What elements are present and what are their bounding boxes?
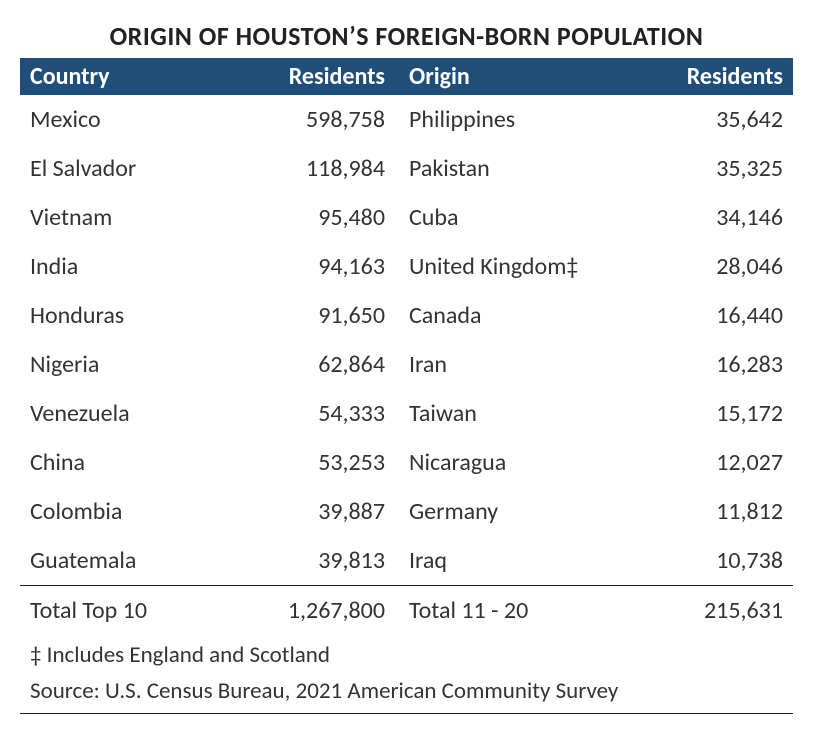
cell-residents-left: 53,253: [220, 444, 395, 481]
cell-country-left: Venezuela: [20, 395, 220, 432]
cell-country-right: Taiwan: [395, 395, 618, 432]
total-left-label: Total Top 10: [20, 592, 220, 629]
cell-country-right: United Kingdom‡: [395, 248, 618, 285]
cell-country-right: Iran: [395, 346, 618, 383]
cell-country-left: China: [20, 444, 220, 481]
header-origin-right: Origin: [395, 58, 618, 95]
footnote-text: ‡ Includes England and Scotland: [20, 635, 793, 671]
cell-residents-right: 16,283: [618, 346, 793, 383]
cell-residents-left: 39,887: [220, 493, 395, 530]
cell-residents-left: 94,163: [220, 248, 395, 285]
cell-country-right: Germany: [395, 493, 618, 530]
cell-country-right: Pakistan: [395, 150, 618, 187]
table-row: Mexico598,758Philippines35,642: [20, 95, 793, 144]
cell-residents-right: 35,642: [618, 101, 793, 138]
table-header-row: Country Residents Origin Residents: [20, 58, 793, 95]
cell-residents-right: 28,046: [618, 248, 793, 285]
totals-row: Total Top 10 1,267,800 Total 11 - 20 215…: [20, 585, 793, 635]
table-body: Mexico598,758Philippines35,642El Salvado…: [20, 95, 793, 585]
table-title: ORIGIN OF HOUSTON’S FOREIGN-BORN POPULAT…: [20, 20, 793, 52]
cell-residents-right: 12,027: [618, 444, 793, 481]
cell-residents-right: 16,440: [618, 297, 793, 334]
source-text: Source: U.S. Census Bureau, 2021 America…: [20, 671, 793, 707]
cell-country-right: Cuba: [395, 199, 618, 236]
cell-residents-right: 10,738: [618, 542, 793, 579]
table-row: Colombia39,887Germany11,812: [20, 487, 793, 536]
cell-residents-left: 95,480: [220, 199, 395, 236]
table-row: Nigeria62,864Iran16,283: [20, 340, 793, 389]
table-container: ORIGIN OF HOUSTON’S FOREIGN-BORN POPULAT…: [20, 20, 793, 714]
table-row: India94,163United Kingdom‡28,046: [20, 242, 793, 291]
cell-country-left: Vietnam: [20, 199, 220, 236]
cell-country-left: Nigeria: [20, 346, 220, 383]
cell-residents-right: 34,146: [618, 199, 793, 236]
total-right-label: Total 11 - 20: [395, 592, 618, 629]
cell-country-left: Mexico: [20, 101, 220, 138]
table-row: El Salvador118,984Pakistan35,325: [20, 144, 793, 193]
table-row: Venezuela54,333Taiwan15,172: [20, 389, 793, 438]
header-residents-left: Residents: [220, 58, 395, 95]
cell-residents-left: 54,333: [220, 395, 395, 432]
cell-residents-right: 11,812: [618, 493, 793, 530]
cell-residents-left: 39,813: [220, 542, 395, 579]
cell-country-left: El Salvador: [20, 150, 220, 187]
header-country-left: Country: [20, 58, 220, 95]
header-residents-right: Residents: [618, 58, 793, 95]
total-right-value: 215,631: [618, 592, 793, 629]
cell-residents-left: 91,650: [220, 297, 395, 334]
cell-country-right: Canada: [395, 297, 618, 334]
cell-residents-left: 598,758: [220, 101, 395, 138]
cell-country-left: Honduras: [20, 297, 220, 334]
table-row: Honduras91,650Canada16,440: [20, 291, 793, 340]
cell-country-right: Nicaragua: [395, 444, 618, 481]
table-row: China53,253Nicaragua12,027: [20, 438, 793, 487]
cell-residents-right: 15,172: [618, 395, 793, 432]
cell-country-left: Guatemala: [20, 542, 220, 579]
cell-country-right: Iraq: [395, 542, 618, 579]
cell-residents-left: 118,984: [220, 150, 395, 187]
cell-residents-right: 35,325: [618, 150, 793, 187]
cell-residents-left: 62,864: [220, 346, 395, 383]
table-row: Vietnam95,480Cuba34,146: [20, 193, 793, 242]
total-left-value: 1,267,800: [220, 592, 395, 629]
table-row: Guatemala39,813Iraq10,738: [20, 536, 793, 585]
cell-country-left: Colombia: [20, 493, 220, 530]
cell-country-left: India: [20, 248, 220, 285]
cell-country-right: Philippines: [395, 101, 618, 138]
bottom-rule: [20, 713, 793, 714]
